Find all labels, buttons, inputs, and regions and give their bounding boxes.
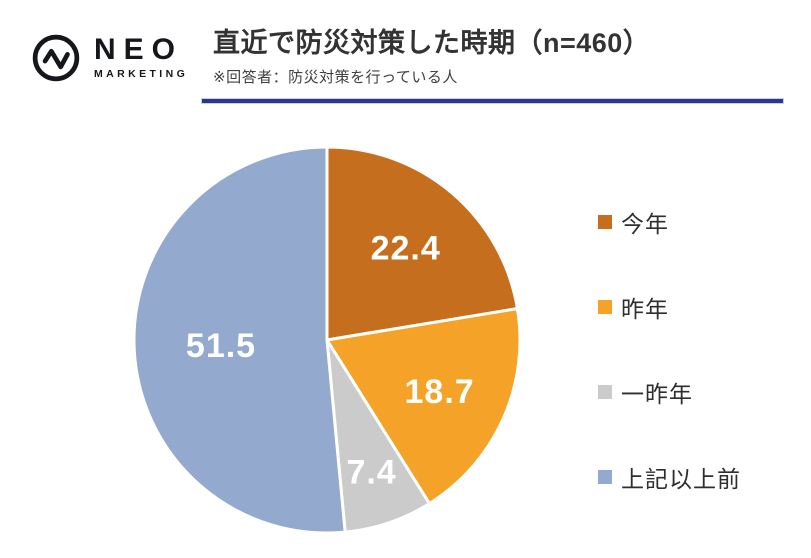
brand-text: NEO MARKETING: [94, 33, 189, 81]
pulse-logo-icon: [32, 34, 80, 82]
brand-subname: MARKETING: [94, 68, 189, 80]
chart-subtitle: ※回答者：防災対策を行っている人: [213, 69, 458, 87]
title-divider: [202, 99, 783, 103]
pie-value-label-year-before-last: 7.4: [346, 454, 396, 492]
chart-legend: 今年昨年一昨年上記以上前: [598, 210, 741, 550]
title-block: 直近で防災対策した時期（n=460） ※回答者：防災対策を行っている人: [213, 27, 793, 87]
pie-value-label-this-year: 22.4: [371, 229, 441, 267]
pie-slice-last-year: [325, 307, 522, 506]
legend-label-this-year: 今年: [621, 211, 669, 237]
neo-marketing-logo: NEO MARKETING: [32, 33, 188, 82]
legend-swatch-earlier-than-above: [598, 470, 612, 484]
legend-swatch-last-year: [598, 300, 612, 314]
legend-item-last-year: 昨年: [598, 295, 741, 322]
pie-slice-this-year: [325, 145, 519, 342]
brand-name: NEO: [94, 33, 184, 66]
pie-value-label-earlier-than-above: 51.5: [186, 327, 256, 365]
legend-item-this-year: 今年: [598, 210, 741, 237]
pie-value-label-last-year: 18.7: [405, 373, 475, 411]
pie-slice-earlier-than-above: [132, 145, 347, 535]
chart-title: 直近で防災対策した時期（n=460）: [213, 28, 651, 58]
legend-label-year-before-last: 一昨年: [621, 381, 693, 407]
legend-swatch-this-year: [598, 215, 612, 229]
legend-swatch-year-before-last: [598, 385, 612, 399]
legend-item-earlier-than-above: 上記以上前: [598, 465, 741, 492]
legend-item-year-before-last: 一昨年: [598, 380, 741, 407]
legend-label-earlier-than-above: 上記以上前: [621, 466, 741, 492]
legend-label-last-year: 昨年: [621, 296, 669, 322]
pie-chart: 22.4 18.7 7.4 51.5: [127, 140, 527, 540]
pie-chart-svg: 22.4 18.7 7.4 51.5: [132, 145, 522, 535]
